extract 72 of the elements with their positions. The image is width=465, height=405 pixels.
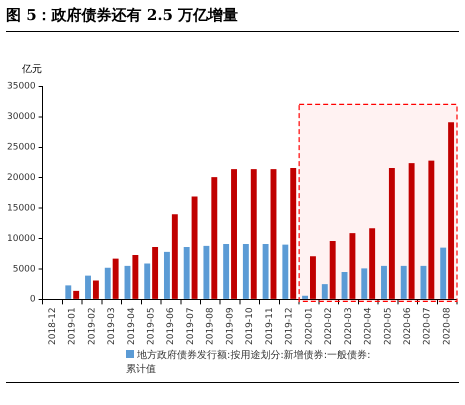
bar	[262, 244, 269, 299]
bar	[330, 240, 336, 299]
x-tick-label: 2019-06	[166, 307, 176, 346]
bar	[92, 280, 99, 299]
bar	[270, 169, 276, 299]
bar	[211, 177, 218, 299]
x-tick-label: 2020-08	[442, 307, 452, 346]
bar	[349, 233, 356, 299]
bar	[124, 266, 130, 299]
x-tick-label: 2019-03	[107, 307, 118, 346]
x-tick-label: 2020-06	[403, 307, 414, 346]
bar	[132, 254, 138, 299]
bar	[310, 256, 316, 299]
x-tick-label: 2019-04	[126, 307, 137, 346]
bar	[322, 284, 328, 299]
bar	[152, 247, 158, 299]
bar	[164, 252, 170, 299]
x-tick-label: 2020-01	[304, 307, 314, 346]
bar	[112, 258, 119, 299]
x-tick-label: 2019-01	[68, 307, 78, 346]
bar	[192, 196, 198, 299]
bar	[85, 276, 91, 299]
bar	[342, 272, 348, 299]
legend-label: 地方政府债券发行额:按用途划分:新增债券:一般债券:累计值	[126, 349, 372, 377]
y-tick-label: 5000	[12, 264, 36, 274]
y-tick-label: 25000	[6, 142, 36, 153]
y-tick-label: 0	[30, 294, 36, 305]
y-tick-label: 20000	[6, 173, 36, 184]
bar	[65, 285, 72, 299]
bar	[369, 228, 376, 299]
y-tick-label: 15000	[6, 203, 36, 214]
bar	[184, 247, 190, 299]
x-tick-label: 2020-02	[324, 307, 334, 346]
x-tick-label: 2020-05	[383, 307, 394, 346]
y-tick-label: 10000	[6, 234, 36, 244]
bar	[290, 168, 296, 299]
y-tick-label: 35000	[6, 82, 36, 92]
x-tick-label: 2020-07	[422, 307, 433, 346]
bar	[242, 244, 249, 299]
bar	[104, 268, 111, 299]
y-axis-title: 亿元	[22, 63, 42, 76]
bar	[73, 290, 80, 299]
bar	[381, 266, 387, 299]
chart-title: 图 5：政府债券还有 2.5 万亿增量	[6, 6, 459, 32]
x-tick-label: 2019-02	[87, 307, 98, 346]
x-tick-label: 2020-03	[344, 307, 354, 346]
bar	[282, 244, 288, 299]
x-tick-label: 2019-07	[186, 307, 196, 346]
x-tick-label: 2019-12	[284, 307, 295, 346]
x-tick-label: 2020-04	[364, 307, 374, 346]
bar	[302, 296, 308, 299]
bar	[231, 169, 237, 299]
bar	[400, 266, 407, 299]
bar	[172, 214, 178, 299]
bar	[223, 244, 230, 299]
x-tick-label: 2019-05	[146, 307, 156, 346]
y-tick-label: 30000	[6, 112, 36, 122]
bar	[250, 169, 257, 299]
bar	[440, 248, 446, 299]
bar	[408, 163, 415, 299]
bar	[420, 266, 426, 299]
bar	[448, 122, 454, 299]
x-tick-label: 2019-08	[206, 307, 216, 346]
bar	[388, 168, 395, 299]
x-tick-label: 2018-12	[48, 307, 58, 346]
bar	[428, 160, 434, 299]
bar	[203, 246, 210, 299]
x-tick-label: 2019-11	[264, 307, 275, 346]
bar	[144, 263, 150, 299]
bar	[361, 268, 368, 299]
x-tick-label: 2019-10	[245, 307, 256, 346]
x-tick-label: 2019-09	[225, 307, 236, 346]
